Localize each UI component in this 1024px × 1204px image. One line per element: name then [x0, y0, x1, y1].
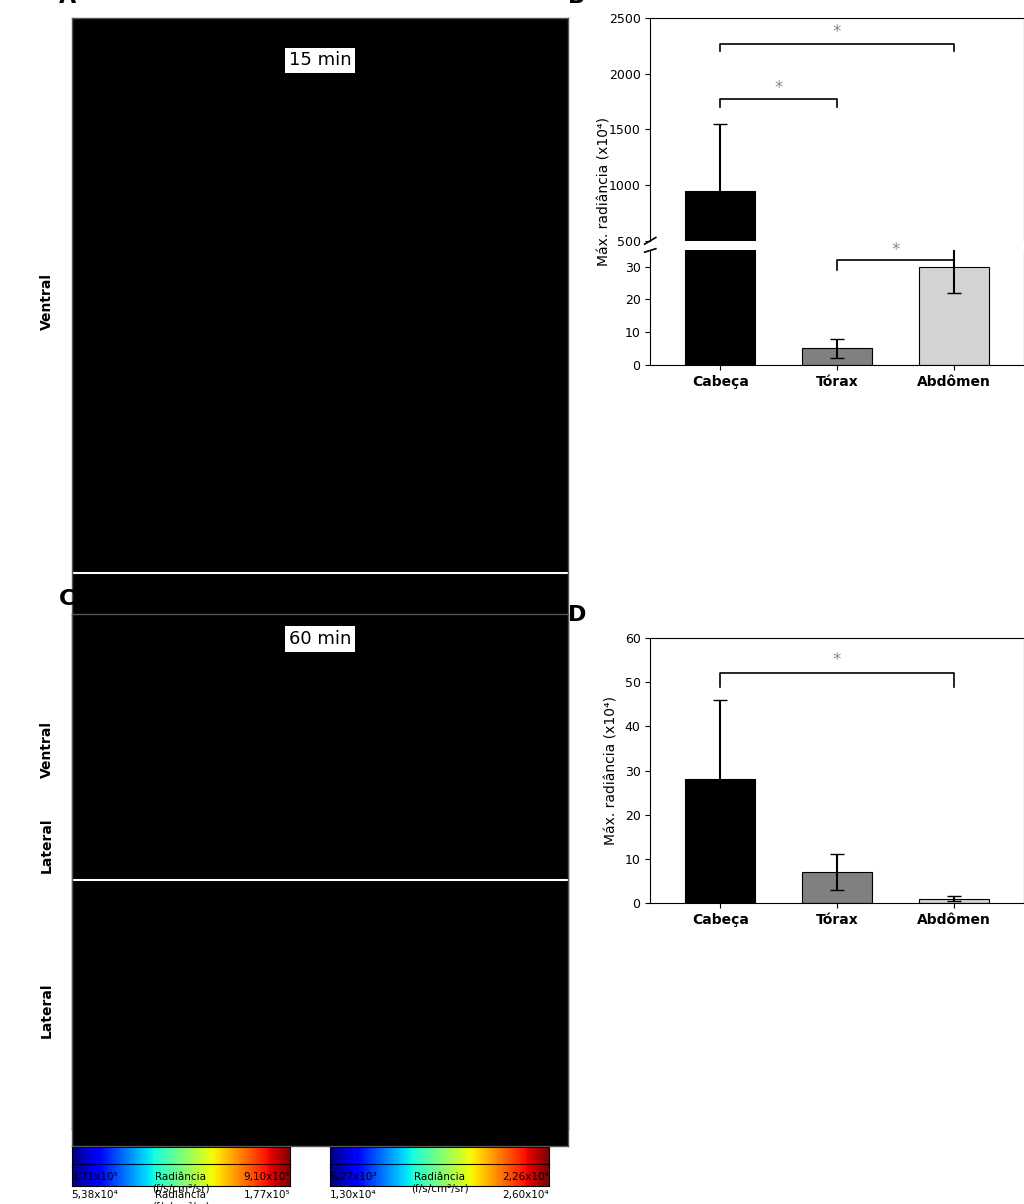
- Bar: [685, 190, 756, 296]
- Text: C: C: [59, 589, 76, 609]
- Text: B: B: [568, 0, 585, 7]
- Text: Máx. radiância (x10⁴): Máx. radiância (x10⁴): [597, 117, 611, 266]
- Text: Lateral: Lateral: [40, 982, 54, 1038]
- Bar: [685, 250, 756, 365]
- Text: Radiância
(f/s/cm²/sr): Radiância (f/s/cm²/sr): [411, 1171, 468, 1193]
- Text: *: *: [833, 651, 842, 669]
- Text: *: *: [774, 79, 783, 98]
- Text: D: D: [568, 604, 587, 625]
- Bar: [685, 779, 756, 903]
- Text: *: *: [833, 23, 842, 41]
- Text: 5,38x10⁴: 5,38x10⁴: [72, 1190, 119, 1199]
- Bar: [802, 872, 872, 903]
- Text: 1,30x10⁴: 1,30x10⁴: [330, 1190, 377, 1199]
- Text: 15 min: 15 min: [289, 52, 351, 70]
- Text: Radiância
(f/s/cm²/sr): Radiância (f/s/cm²/sr): [153, 1190, 210, 1204]
- Text: 9,10x10⁵: 9,10x10⁵: [244, 1171, 290, 1182]
- Text: Ventral: Ventral: [40, 273, 54, 330]
- Bar: [802, 348, 872, 365]
- Text: 60 min: 60 min: [289, 630, 351, 648]
- Y-axis label: Máx. radiância (x10⁴): Máx. radiância (x10⁴): [605, 696, 618, 845]
- Bar: [919, 267, 989, 365]
- Text: 1,77x10⁵: 1,77x10⁵: [244, 1190, 290, 1199]
- Text: Radiância
(f/s/cm²/sr): Radiância (f/s/cm²/sr): [153, 1171, 210, 1193]
- Text: 2,60x10⁴: 2,60x10⁴: [502, 1190, 549, 1199]
- Text: 6,27x10³: 6,27x10³: [330, 1171, 377, 1182]
- Bar: [919, 898, 989, 903]
- Text: A: A: [59, 0, 77, 7]
- Text: 2,26x10⁴: 2,26x10⁴: [502, 1171, 549, 1182]
- Text: 1,71x10⁵: 1,71x10⁵: [72, 1171, 119, 1182]
- Text: Lateral: Lateral: [40, 818, 54, 873]
- Text: Ventral: Ventral: [40, 721, 54, 778]
- Text: *: *: [891, 241, 900, 259]
